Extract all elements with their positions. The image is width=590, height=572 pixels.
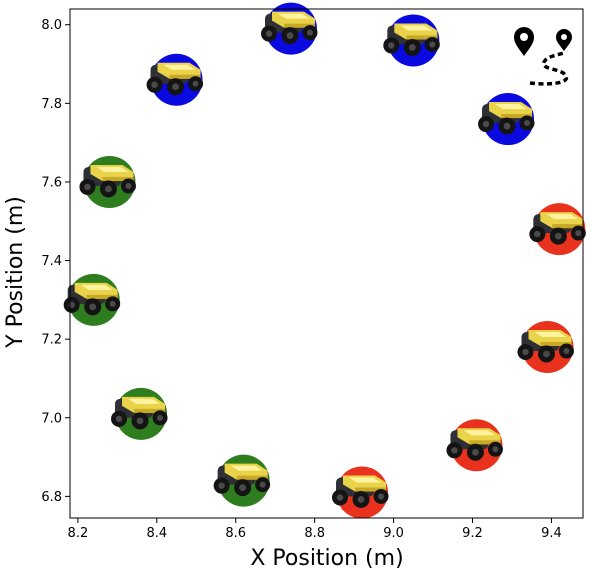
data-point — [111, 387, 168, 440]
x-tick-label: 9.0 — [383, 526, 404, 541]
y-axis-label: Y Position (m) — [3, 196, 28, 349]
x-tick-label: 8.2 — [68, 526, 89, 541]
data-point — [517, 321, 574, 374]
y-tick-label: 7.8 — [41, 97, 62, 112]
data-point — [63, 273, 121, 326]
plot-frame — [69, 8, 584, 519]
data-point — [478, 93, 535, 146]
robot-rover-icon — [63, 282, 121, 316]
x-tick-label: 8.8 — [304, 526, 325, 541]
robot-rover-icon — [260, 11, 318, 45]
robot-rover-icon — [529, 212, 586, 245]
x-tick-label: 8.6 — [225, 526, 246, 541]
robot-rover-icon — [213, 463, 271, 497]
y-tick-label: 7.0 — [41, 411, 62, 426]
plot-markers — [63, 2, 586, 519]
y-tick-label: 6.8 — [41, 490, 62, 505]
data-point — [446, 419, 503, 472]
y-tick-label: 7.4 — [41, 254, 62, 269]
x-tick-label: 9.4 — [541, 526, 562, 541]
data-point — [146, 53, 204, 106]
data-point — [213, 454, 271, 507]
robot-rover-icon — [478, 102, 535, 135]
robot-rover-icon — [332, 475, 389, 508]
data-point — [529, 203, 586, 256]
data-point — [332, 466, 389, 519]
data-point — [383, 14, 440, 67]
robot-rover-icon — [79, 164, 136, 198]
data-point — [79, 155, 136, 208]
y-tick-label: 7.6 — [41, 175, 62, 190]
robot-rover-icon — [146, 62, 204, 96]
robot-rover-icon — [517, 330, 574, 363]
route-pins-icon — [514, 27, 572, 86]
y-axis: 6.8 7.0 7.2 7.4 7.6 7.8 8.0 — [41, 18, 70, 505]
data-point — [260, 2, 318, 55]
robot-rover-icon — [111, 396, 168, 430]
x-axis-label: X Position (m) — [250, 546, 403, 571]
y-tick-label: 8.0 — [41, 18, 62, 33]
robot-rover-icon — [446, 428, 503, 461]
x-tick-label: 8.4 — [146, 526, 167, 541]
robot-rover-icon — [383, 23, 440, 56]
x-axis: 8.2 8.4 8.6 8.8 9.0 9.2 9.4 — [68, 518, 562, 541]
y-tick-label: 7.2 — [41, 333, 62, 348]
x-tick-label: 9.2 — [462, 526, 483, 541]
